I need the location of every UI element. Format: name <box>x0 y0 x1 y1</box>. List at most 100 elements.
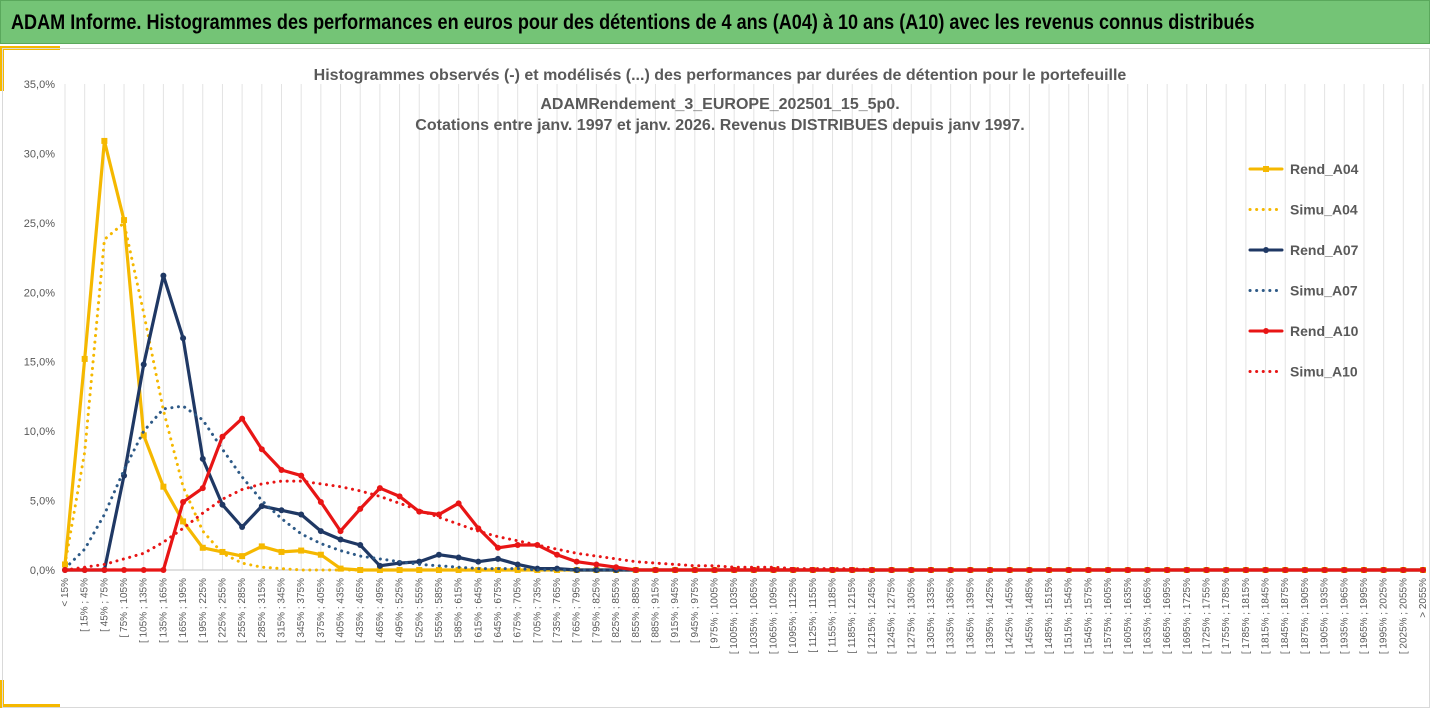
x-tick-label: [ 615% ; 645% <box>473 578 484 643</box>
x-tick-label: [ 405% ; 435% <box>336 578 347 643</box>
data-point <box>376 562 383 569</box>
legend-marker <box>1263 328 1269 334</box>
data-point <box>455 554 462 561</box>
y-tick-label: 25,0% <box>24 218 55 230</box>
x-tick-label: [ 465% ; 495% <box>375 578 386 643</box>
y-tick-label: 35,0% <box>24 79 55 91</box>
x-tick-label: [ 1755% ; 1785% <box>1221 578 1232 654</box>
data-point <box>258 446 265 453</box>
x-tick-label: [ 1215% ; 1245% <box>867 578 878 654</box>
x-tick-label: [ 435% ; 465% <box>355 578 366 643</box>
x-tick-label: [ 1005% ; 1035% <box>729 578 740 654</box>
x-tick-label: [ 105% ; 135% <box>139 578 150 643</box>
x-tick-label: [ 45% ; 75% <box>99 578 110 632</box>
x-tick-label: [ 255% ; 285% <box>237 578 248 643</box>
data-point <box>455 500 462 507</box>
data-point <box>199 485 206 492</box>
data-point <box>888 567 895 573</box>
x-tick-label: [ 1575% ; 1605% <box>1103 578 1114 654</box>
legend-item-simu-a07[interactable]: Simu_A07 <box>1248 283 1358 299</box>
data-point <box>278 467 285 474</box>
data-point <box>494 555 501 562</box>
data-point <box>416 558 423 565</box>
data-point <box>239 523 246 530</box>
x-tick-label: [ 1875% ; 1905% <box>1300 578 1311 654</box>
data-point <box>199 455 206 462</box>
x-tick-label: [ 1635% ; 1665% <box>1142 578 1153 654</box>
x-tick-label: [ 945% ; 975% <box>690 578 701 643</box>
legend[interactable]: Rend_A04 Simu_A04 Rend_A07 Simu_A07 Rend_A10… <box>1248 161 1359 380</box>
data-point <box>298 511 305 518</box>
x-tick-label: [ 135% ; 165% <box>158 578 169 643</box>
y-tick-label: 30,0% <box>24 148 55 160</box>
y-tick-label: 10,0% <box>24 426 55 438</box>
data-point <box>455 567 462 573</box>
legend-item-rend-a10[interactable]: Rend_A10 <box>1248 323 1359 339</box>
data-point <box>652 567 659 573</box>
data-point <box>376 485 383 492</box>
data-point <box>317 498 324 505</box>
data-point <box>711 567 718 573</box>
data-point <box>691 567 698 573</box>
legend-item-rend-a07[interactable]: Rend_A07 <box>1248 242 1359 258</box>
legend-label: Simu_A04 <box>1290 202 1358 218</box>
legend-label: Rend_A07 <box>1290 242 1359 258</box>
series-rend-a07 <box>62 272 1426 573</box>
x-tick-label: [ 825% ; 855% <box>611 578 622 643</box>
data-point <box>357 505 364 512</box>
x-tick-label: [ 975% ; 1005% <box>709 578 720 649</box>
data-point <box>613 564 620 571</box>
legend-item-rend-a04[interactable]: Rend_A04 <box>1248 161 1359 177</box>
x-tick-label: > 2055% <box>1418 578 1429 618</box>
y-tick-label: 0,0% <box>30 565 55 577</box>
y-tick-label: 5,0% <box>30 496 55 508</box>
x-tick-label: [ 915% ; 945% <box>670 578 681 643</box>
data-point <box>219 501 226 508</box>
x-tick-label: [ 1095% ; 1125% <box>788 578 799 654</box>
legend-item-simu-a10[interactable]: Simu_A10 <box>1248 364 1358 380</box>
data-point <box>121 217 128 224</box>
x-tick-label: [ 1905% ; 1935% <box>1320 578 1331 654</box>
x-tick-label: [ 1845% ; 1875% <box>1280 578 1291 654</box>
data-point <box>494 567 501 573</box>
data-point <box>672 567 679 573</box>
x-tick-label: [ 735% ; 765% <box>552 578 563 643</box>
x-tick-label: [ 1245% ; 1275% <box>887 578 898 654</box>
data-point <box>357 567 364 573</box>
data-point <box>219 433 226 440</box>
x-tick-label: [ 1365% ; 1395% <box>965 578 976 654</box>
data-point <box>750 567 757 573</box>
y-tick-label: 15,0% <box>24 357 55 369</box>
chart-title-line-3: Cotations entre janv. 1997 et janv. 2026… <box>415 117 1024 134</box>
x-tick-label: [ 1965% ; 1995% <box>1359 578 1370 654</box>
legend-item-simu-a04[interactable]: Simu_A04 <box>1248 202 1358 218</box>
data-point <box>593 561 600 568</box>
data-point <box>337 536 344 543</box>
series <box>62 137 1426 573</box>
legend-label: Rend_A04 <box>1290 161 1359 177</box>
x-tick-label: [ 1425% ; 1455% <box>1005 578 1016 654</box>
x-axis: < 15% [ 15% ; 45% [ 45% ; 75% [ 75% ; 105% [… <box>60 578 1429 654</box>
x-tick-label: < 15% <box>60 578 71 607</box>
x-tick-label: [ 1125% ; 1155% <box>808 578 819 653</box>
x-tick-label: [ 1395% ; 1425% <box>985 578 996 654</box>
x-tick-label: [ 885% ; 915% <box>650 578 661 643</box>
data-point <box>180 335 187 342</box>
x-tick-label: [ 1335% ; 1365% <box>946 578 957 654</box>
x-tick-label: [ 795% ; 825% <box>591 578 602 643</box>
x-tick-label: [ 345% ; 375% <box>296 578 307 643</box>
data-point <box>337 528 344 535</box>
data-point <box>258 543 265 550</box>
data-point <box>416 567 423 573</box>
data-point <box>140 432 147 439</box>
x-tick-label: [ 1455% ; 1485% <box>1024 578 1035 654</box>
data-point <box>81 355 88 362</box>
chart-frame <box>2 48 1430 708</box>
data-point <box>81 567 88 573</box>
series-rend-a10 <box>62 415 1426 573</box>
data-point <box>435 551 442 558</box>
x-tick-label: [ 1155% ; 1185% <box>828 578 839 653</box>
series-line <box>63 479 1425 572</box>
data-point <box>278 507 285 514</box>
